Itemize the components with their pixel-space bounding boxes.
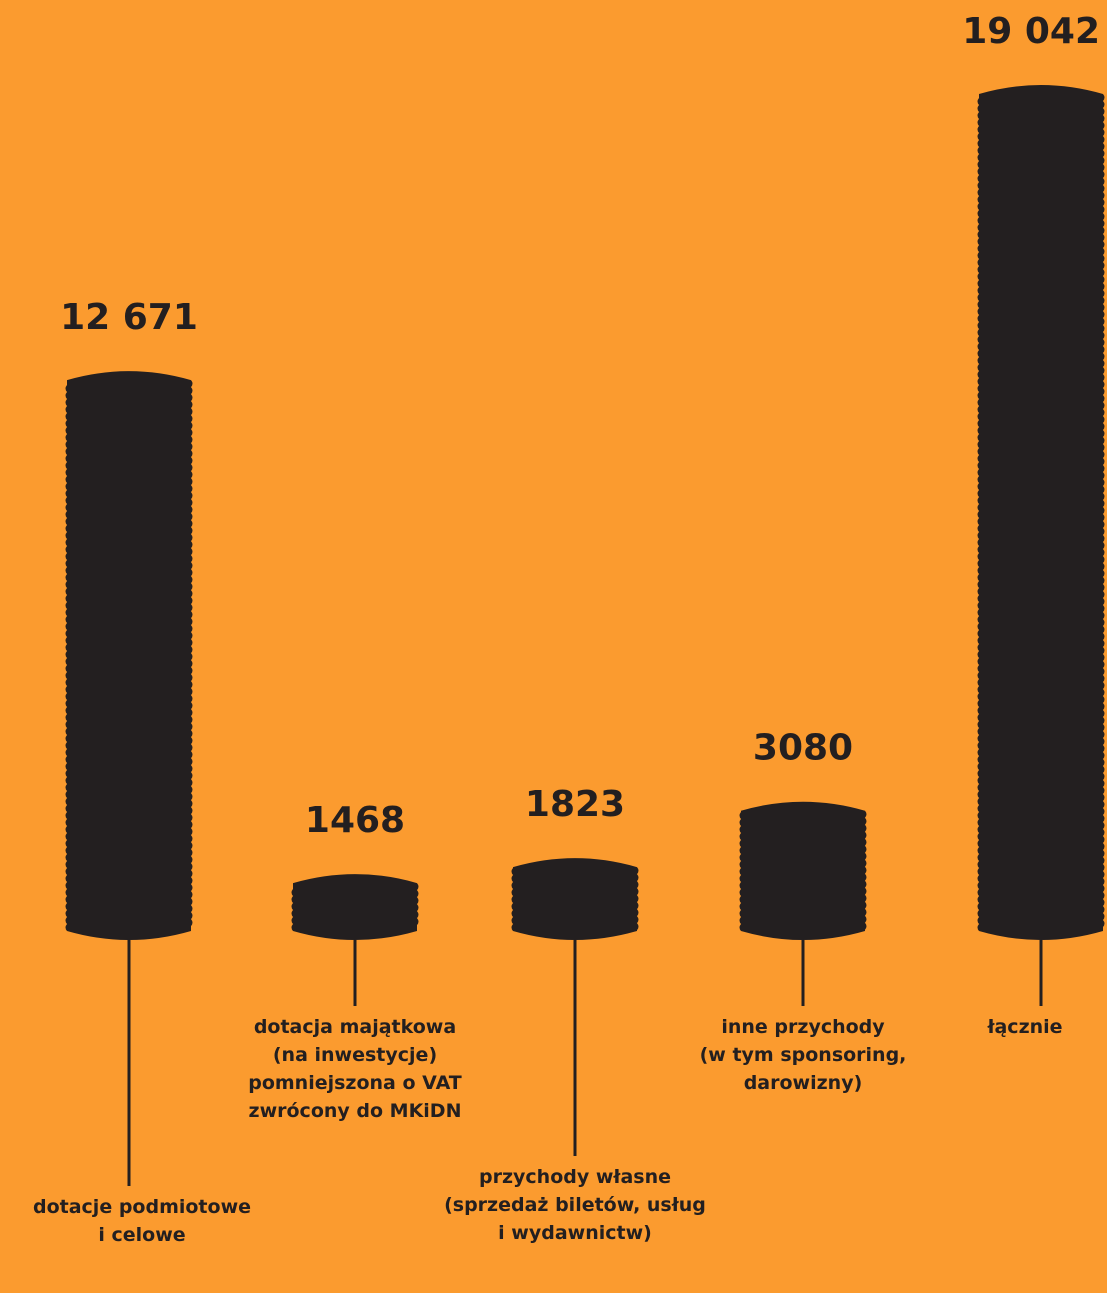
bar — [512, 858, 639, 940]
value-label: 19 042 — [962, 11, 1100, 52]
category-label: inne przychody (w tym sponsoring, darowi… — [663, 1013, 943, 1097]
category-label: przychody własne (sprzedaż biletów, usłu… — [415, 1163, 735, 1247]
value-label: 12 671 — [60, 297, 198, 338]
bar — [292, 874, 419, 940]
bar — [66, 371, 193, 940]
category-label: dotacje podmiotowe i celowe — [2, 1193, 282, 1249]
value-label: 1468 — [305, 800, 405, 841]
value-label: 3080 — [753, 728, 853, 769]
bar — [978, 85, 1105, 940]
bar — [740, 802, 867, 940]
category-label: dotacja majątkowa (na inwestycje) pomnie… — [215, 1013, 495, 1125]
category-label: łącznie — [945, 1013, 1105, 1041]
value-label: 1823 — [525, 784, 625, 825]
